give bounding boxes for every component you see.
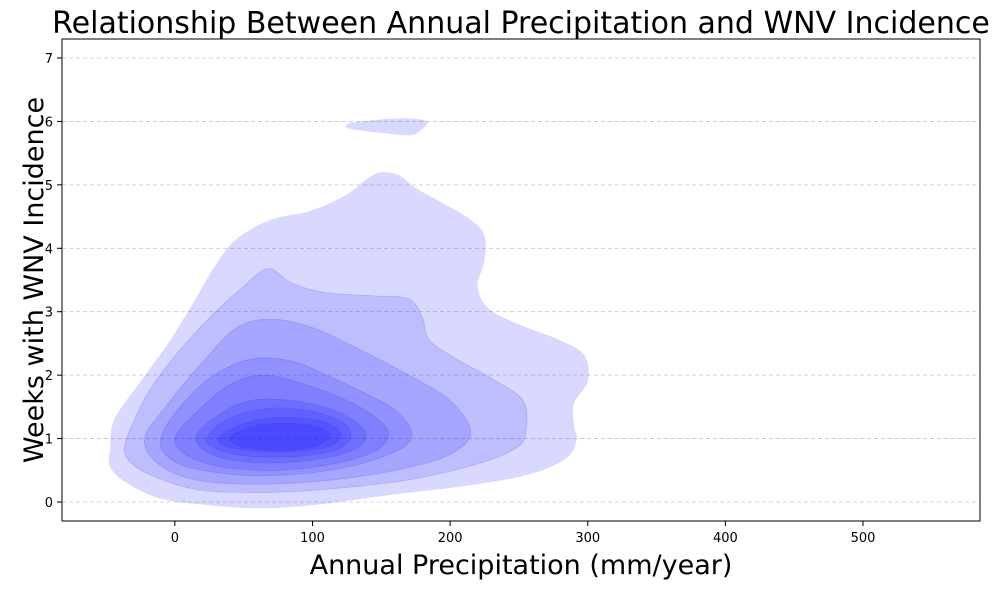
x-tick-label: 300	[575, 531, 600, 546]
density-contour-level	[143, 318, 472, 485]
density-contour-level	[195, 398, 367, 464]
y-tick-label: 4	[45, 242, 53, 257]
y-tick-label: 5	[45, 179, 53, 194]
y-tick-label: 0	[45, 496, 53, 511]
density-contour-level	[205, 407, 352, 458]
plot-frame	[61, 38, 981, 522]
kde-contours	[108, 118, 589, 509]
y-axis-label: Weeks with WNV Incidence	[19, 97, 50, 463]
x-tick-label: 200	[438, 531, 463, 546]
x-tick-label: 0	[171, 531, 179, 546]
density-contour-level	[345, 118, 428, 136]
density-contour-level	[123, 268, 528, 493]
y-tick-label: 2	[45, 369, 53, 384]
density-contour-level	[217, 417, 342, 453]
axis-ticks: 0 100 200 300 400 500 0 1 2 3 4 5 6 7	[45, 52, 876, 546]
chart-title: Relationship Between Annual Precipitatio…	[52, 6, 990, 41]
density-contour-level	[229, 422, 330, 451]
density-contour-level	[160, 357, 413, 477]
x-tick-label: 500	[851, 531, 876, 546]
density-contour-level	[174, 374, 389, 471]
y-tick-label: 6	[45, 115, 53, 130]
x-tick-label: 100	[300, 531, 325, 546]
y-tick-label: 1	[45, 433, 53, 448]
y-tick-label: 7	[45, 52, 53, 67]
grid-lines	[62, 57, 980, 503]
x-tick-label: 400	[713, 531, 738, 546]
x-axis-label: Annual Precipitation (mm/year)	[310, 550, 733, 581]
y-tick-label: 3	[45, 306, 53, 321]
density-contour-level	[108, 172, 589, 509]
